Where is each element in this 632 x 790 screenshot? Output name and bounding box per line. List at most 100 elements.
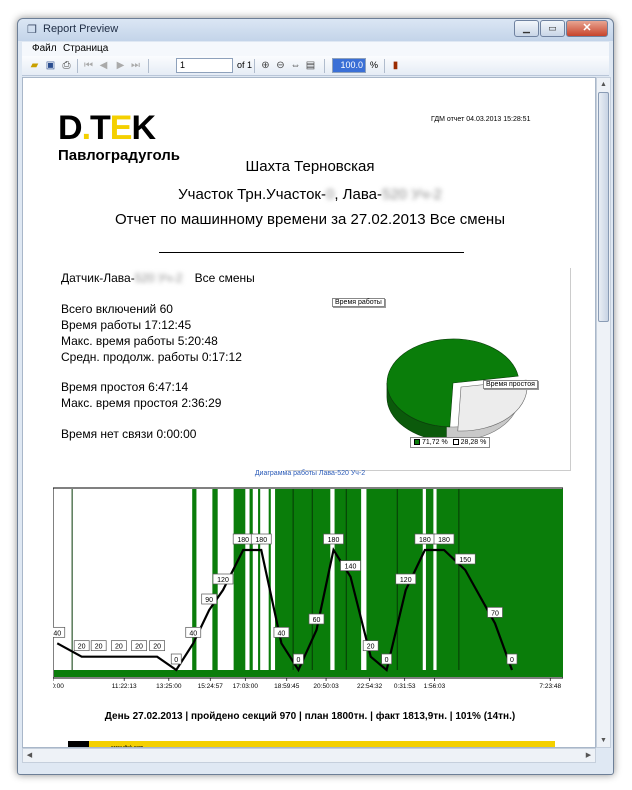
point-label: 180 bbox=[255, 537, 267, 544]
work-interval-bar bbox=[192, 489, 197, 677]
title-bar[interactable]: ❐ Report Preview ▁ ▭ ✕ bbox=[18, 19, 613, 41]
zoom-in-icon[interactable]: ⊕ bbox=[261, 60, 270, 71]
work-interval-bar bbox=[275, 489, 331, 677]
x-tick-label: 17:03:00 bbox=[233, 683, 259, 690]
scroll-right-icon[interactable]: ▶ bbox=[585, 752, 592, 759]
sensor-suffix: Все смены bbox=[194, 271, 255, 285]
title-underline bbox=[159, 252, 464, 253]
chart-title: Диаграмма работы Лава-520 Уч-2 bbox=[254, 470, 366, 477]
x-tick-label: 11:22:13 bbox=[112, 683, 137, 690]
point-label-box bbox=[487, 606, 503, 618]
zoom-unit: % bbox=[370, 60, 379, 70]
scroll-up-icon[interactable]: ▲ bbox=[600, 81, 607, 88]
scroll-thumb[interactable] bbox=[598, 92, 609, 322]
point-label: 20 bbox=[367, 644, 375, 651]
pie-slice-work bbox=[386, 338, 519, 428]
next-page-icon[interactable]: ▶ bbox=[116, 60, 125, 71]
point-label: 120 bbox=[217, 577, 229, 584]
dtek-logo: D.TEK bbox=[58, 109, 156, 147]
vertical-scrollbar[interactable]: ▲ ▼ bbox=[596, 77, 611, 748]
x-tick-label: 20:50:03 bbox=[313, 683, 339, 690]
point-label-box bbox=[212, 573, 234, 585]
close-button[interactable]: ✕ bbox=[566, 20, 608, 37]
point-label-box bbox=[340, 560, 361, 572]
whole-page-icon[interactable]: ▤ bbox=[305, 60, 316, 71]
point-label: 140 bbox=[345, 564, 357, 571]
point-label-box bbox=[381, 653, 392, 665]
point-label: 40 bbox=[278, 630, 286, 637]
toolbar-separator bbox=[384, 59, 385, 73]
last-page-icon[interactable]: ⏭ bbox=[131, 60, 140, 71]
report-title: Отчет по машинному времени за 27.02.2013… bbox=[115, 211, 505, 228]
toolbar-separator bbox=[148, 59, 149, 73]
logo-text: D.TEK bbox=[58, 109, 156, 147]
stat-max-idle: Макс. время простоя 2:36:29 bbox=[61, 396, 222, 410]
section-position-line bbox=[56, 547, 514, 673]
point-label-box bbox=[149, 640, 165, 652]
zoom-out-icon[interactable]: ⊖ bbox=[276, 60, 285, 71]
x-tick-label: 1:56:03 bbox=[424, 683, 446, 690]
report-page: D.TEK Павлоградуголь ГДМ отчет 04.03.201… bbox=[22, 77, 596, 748]
horizontal-scrollbar[interactable]: ◀ ▶ bbox=[22, 748, 596, 763]
point-label: 180 bbox=[328, 537, 340, 544]
minimize-button[interactable]: ▁ bbox=[514, 20, 539, 37]
chart-baseline-band bbox=[54, 670, 562, 677]
point-label-box bbox=[293, 653, 304, 665]
pie-chart bbox=[386, 338, 528, 442]
toolbar-separator bbox=[77, 59, 78, 73]
first-page-icon[interactable]: ⏮ bbox=[84, 60, 93, 71]
x-tick-label: 7:23:48 bbox=[539, 683, 561, 690]
point-label-box bbox=[185, 626, 202, 638]
maximize-button[interactable]: ▭ bbox=[540, 20, 565, 37]
legend-swatch-work bbox=[414, 439, 420, 446]
toolbar-separator bbox=[254, 59, 255, 73]
report-preview-window: ❐ Report Preview ▁ ▭ ✕ Файл Страница ▰ ▣… bbox=[17, 18, 614, 775]
point-label-box bbox=[201, 593, 218, 605]
prev-page-icon[interactable]: ◀ bbox=[99, 60, 108, 71]
export-icon[interactable]: ▮ bbox=[392, 60, 399, 71]
stat-total: Всего включений 60 bbox=[61, 302, 173, 316]
point-label-box bbox=[170, 653, 182, 665]
save-icon[interactable]: ▣ bbox=[45, 60, 56, 71]
work-interval-bar bbox=[258, 489, 261, 677]
stat-avg-work: Средн. продолж. работы 0:17:12 bbox=[61, 350, 242, 364]
sensor-hidden: 520 Уч-2 bbox=[134, 271, 183, 285]
menu-page[interactable]: Страница bbox=[63, 43, 109, 54]
point-label-box bbox=[53, 626, 66, 638]
point-label: 90 bbox=[205, 597, 213, 604]
print-icon[interactable]: ⎙ bbox=[62, 60, 71, 71]
work-interval-bar bbox=[436, 489, 563, 677]
section-mid: , Лава- bbox=[334, 186, 382, 203]
footer-band bbox=[68, 741, 555, 747]
work-interval-bar bbox=[233, 489, 246, 677]
point-label: 60 bbox=[313, 617, 321, 624]
generated-timestamp: ГДМ отчет 04.03.2013 15:28:51 bbox=[431, 116, 531, 123]
scroll-down-icon[interactable]: ▼ bbox=[600, 737, 607, 744]
zoom-input[interactable]: 100.0 bbox=[332, 58, 366, 73]
point-label: 20 bbox=[78, 644, 86, 651]
stat-work-time: Время работы 17:12:45 bbox=[61, 318, 192, 332]
x-tick-label: 0:31:53 bbox=[394, 683, 416, 690]
footer-url: www.dtek.com bbox=[111, 745, 144, 748]
work-interval-bar bbox=[268, 489, 271, 677]
menu-file[interactable]: Файл bbox=[32, 43, 57, 54]
page-width-icon[interactable]: ⇔ bbox=[290, 60, 301, 71]
point-label-box bbox=[111, 640, 127, 652]
point-label: 150 bbox=[459, 557, 471, 564]
sensor-line: Датчик-Лава-520 Уч-2 Все смены bbox=[61, 271, 255, 285]
legend-swatch-idle bbox=[452, 439, 459, 446]
x-tick-label: 15:24:57 bbox=[198, 683, 224, 690]
point-label: 40 bbox=[53, 630, 61, 637]
open-icon[interactable]: ▰ bbox=[30, 60, 39, 71]
point-label-box bbox=[90, 640, 107, 652]
panel-border bbox=[570, 268, 571, 471]
point-label: 120 bbox=[400, 577, 412, 584]
point-label-box bbox=[323, 533, 344, 545]
scroll-left-icon[interactable]: ◀ bbox=[26, 752, 33, 759]
x-tick-label: 13:25:00 bbox=[156, 683, 182, 690]
point-label: 0 bbox=[296, 657, 300, 664]
window-title: Report Preview bbox=[43, 23, 119, 35]
page-number-input[interactable]: 1 bbox=[176, 58, 233, 73]
point-label-box bbox=[433, 533, 455, 545]
section-hidden: 0 bbox=[325, 186, 335, 203]
